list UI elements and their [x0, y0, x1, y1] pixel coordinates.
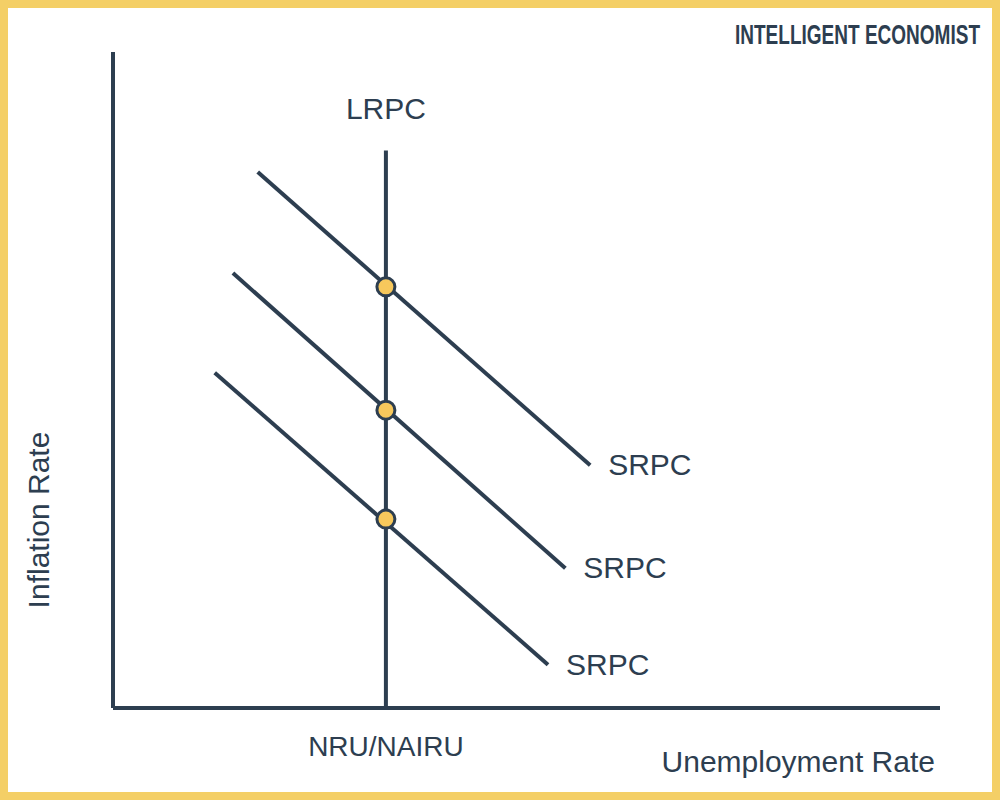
- svg-text:Inflation Rate: Inflation Rate: [22, 432, 55, 609]
- svg-text:SRPC: SRPC: [583, 551, 666, 584]
- svg-text:SRPC: SRPC: [566, 648, 649, 681]
- svg-text:INTELLIGENT ECONOMIST: INTELLIGENT ECONOMIST: [735, 20, 980, 50]
- svg-text:LRPC: LRPC: [346, 92, 426, 125]
- svg-text:SRPC: SRPC: [608, 448, 691, 481]
- svg-text:Unemployment Rate: Unemployment Rate: [662, 745, 935, 778]
- svg-text:NRU/NAIRU: NRU/NAIRU: [308, 731, 464, 762]
